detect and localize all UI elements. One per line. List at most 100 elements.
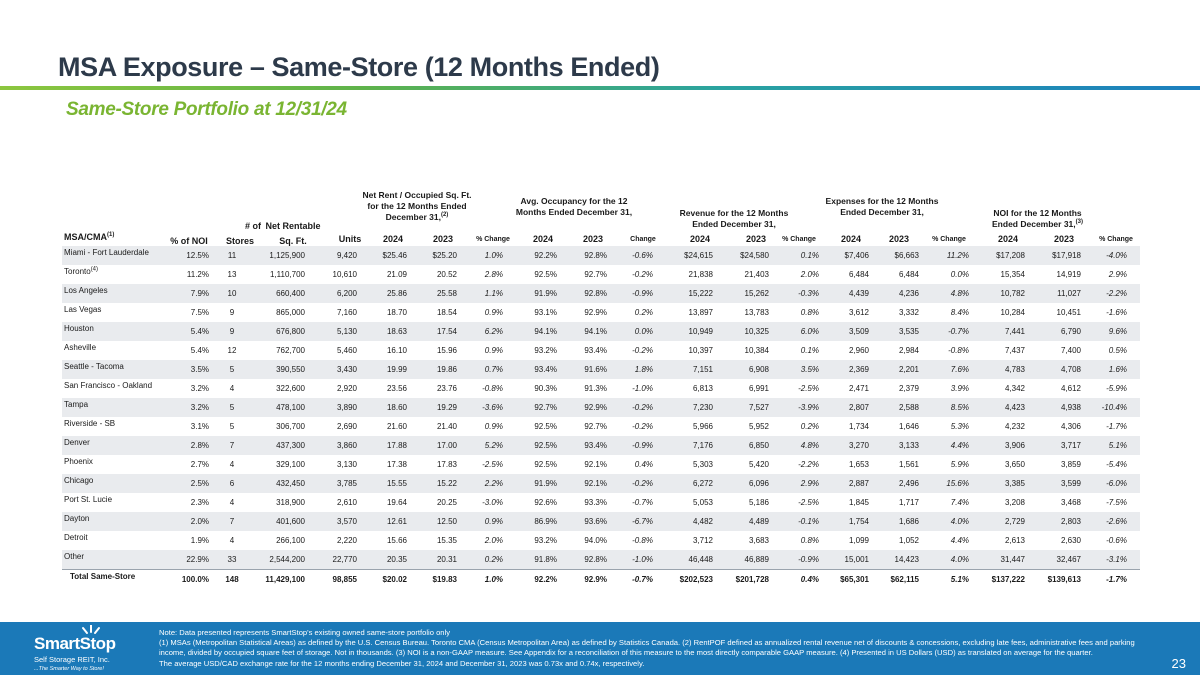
cell-sqft: 401,600 [276, 517, 305, 526]
msa-name: Detroit [64, 533, 88, 542]
cell-exp-chg: 4.0% [950, 517, 969, 526]
cell-rent-chg: 0.7% [484, 365, 503, 374]
cell-msa: Asheville [62, 341, 166, 360]
cell-exp-chg: 8.4% [950, 308, 969, 317]
cell-sqft: 318,900 [276, 498, 305, 507]
cell-exp23: 6,484 [898, 270, 919, 279]
page-number: 23 [1171, 656, 1186, 671]
cell-noi24: 7,441 [1004, 327, 1025, 336]
cell-occ-chg: 0.2% [634, 308, 653, 317]
cell-sqft: 11,429,100 [265, 574, 305, 584]
cell-rent-chg: 0.9% [484, 422, 503, 431]
cell-exp-chg: 7.4% [950, 498, 969, 507]
cell-exp24: $7,406 [844, 251, 869, 260]
cell-rent23: 15.22 [436, 479, 457, 488]
table-row: Los Angeles 7.9% 10 660,400 6,200 25.86 25.58 1… [62, 284, 1140, 303]
noi-2024-header: 2024 [997, 234, 1019, 244]
cell-rev-chg: -0.3% [798, 289, 819, 298]
cell-occ24: 90.3% [534, 384, 557, 393]
cell-exp-chg: 0.0% [950, 270, 969, 279]
cell-rent23: $19.83 [432, 574, 457, 584]
cell-exp-chg: 11.2% [946, 251, 969, 260]
cell-noi24: 2,613 [1004, 536, 1025, 545]
cell-exp24: 1,754 [848, 517, 869, 526]
cell-pct-noi: 3.5% [190, 365, 209, 374]
cell-rent23: 18.54 [436, 308, 457, 317]
cell-pct-noi: 2.3% [190, 498, 209, 507]
cell-rent23: 17.54 [436, 327, 457, 336]
cell-noi23: 2,630 [1060, 536, 1081, 545]
cell-units: 2,610 [336, 498, 357, 507]
cell-noi-chg: 0.5% [1108, 346, 1127, 355]
cell-rent23: 17.00 [436, 441, 457, 450]
table-row: San Francisco - Oakland 3.2% 4 322,600 2,920… [62, 379, 1140, 398]
cell-rev23: $24,580 [740, 251, 769, 260]
cell-occ24: 92.2% [534, 574, 557, 584]
cell-occ-chg: -0.2% [632, 422, 653, 431]
cell-occ-chg: -6.7% [632, 517, 653, 526]
logo-tagline: ...The Smarter Way to Store! [34, 666, 104, 672]
cell-msa: Denver [62, 436, 166, 455]
cell-msa: Tampa [62, 398, 166, 417]
cell-occ-chg: -0.2% [632, 270, 653, 279]
cell-rent23: 20.52 [436, 270, 457, 279]
cell-stores: 4 [229, 460, 235, 469]
cell-pct-noi: 2.0% [190, 517, 209, 526]
cell-rent-chg: 2.0% [484, 536, 503, 545]
cell-rev-chg: 4.8% [800, 441, 819, 450]
cell-rent24: 16.10 [386, 346, 407, 355]
msa-name: Las Vegas [64, 305, 102, 314]
msa-name: Asheville [64, 343, 97, 352]
cell-rev23: 5,420 [748, 460, 769, 469]
cell-rev-chg: 0.8% [800, 536, 819, 545]
cell-units: 3,430 [336, 365, 357, 374]
cell-exp-chg: 15.6% [946, 479, 969, 488]
cell-noi-chg: -4.0% [1106, 251, 1127, 260]
cell-pct-noi: 1.9% [190, 536, 209, 545]
cell-pct-noi: 3.2% [190, 384, 209, 393]
cell-noi24: 3,208 [1004, 498, 1025, 507]
net-rent-group-header: Net Rent / Occupied Sq. Ft. for the 12 M… [362, 190, 472, 222]
table-row: Dayton 2.0% 7 401,600 3,570 12.61 12.50 0.9% 86.… [62, 512, 1140, 531]
cell-occ23: 92.9% [584, 308, 607, 317]
cell-rev23: 7,527 [748, 403, 769, 412]
cell-pct-noi: 11.2% [186, 270, 209, 279]
cell-exp24: 1,734 [848, 422, 869, 431]
cell-stores: 33 [227, 555, 237, 564]
cell-occ23: 92.7% [584, 270, 607, 279]
cell-exp-chg: 7.6% [950, 365, 969, 374]
noi-group-header: NOI for the 12 Months Ended December 31,… [992, 208, 1083, 229]
cell-noi24: 15,354 [1000, 270, 1025, 279]
cell-occ23: 92.8% [584, 555, 607, 564]
cell-occ23: 93.3% [584, 498, 607, 507]
cell-occ24: 94.1% [534, 327, 557, 336]
msa-name: Houston [64, 324, 94, 333]
cell-pct-noi: 3.1% [190, 422, 209, 431]
msa-name: Total Same-Store [70, 572, 136, 581]
cell-rent-chg: 2.8% [484, 270, 503, 279]
cell-exp-chg: 3.9% [950, 384, 969, 393]
cell-rev24: 7,230 [692, 403, 713, 412]
cell-rent23: 17.83 [436, 460, 457, 469]
cell-rent24: 21.60 [386, 422, 407, 431]
cell-stores: 13 [227, 270, 237, 279]
cell-exp24: 3,270 [848, 441, 869, 450]
cell-occ-chg: 0.0% [634, 327, 653, 336]
cell-rev-chg: -0.9% [798, 555, 819, 564]
cell-rev-chg: -2.2% [798, 460, 819, 469]
cell-rev23: 10,384 [744, 346, 769, 355]
cell-stores: 5 [229, 422, 235, 431]
cell-rev-chg: 0.1% [800, 251, 819, 260]
cell-noi23: 3,599 [1060, 479, 1081, 488]
cell-pct-noi: 2.7% [190, 460, 209, 469]
cell-rev23: 5,952 [748, 422, 769, 431]
table-row: Las Vegas 7.5% 9 865,000 7,160 18.70 18.54 0.9%… [62, 303, 1140, 322]
cell-sqft: 266,100 [276, 536, 305, 545]
cell-exp-chg: 5.9% [950, 460, 969, 469]
cell-stores: 4 [229, 536, 235, 545]
footer-bar [0, 616, 1200, 675]
cell-noi23: 7,400 [1060, 346, 1081, 355]
cell-sqft: 329,100 [276, 460, 305, 469]
cell-exp23: 1,561 [898, 460, 919, 469]
cell-pct-noi: 12.5% [186, 251, 209, 260]
